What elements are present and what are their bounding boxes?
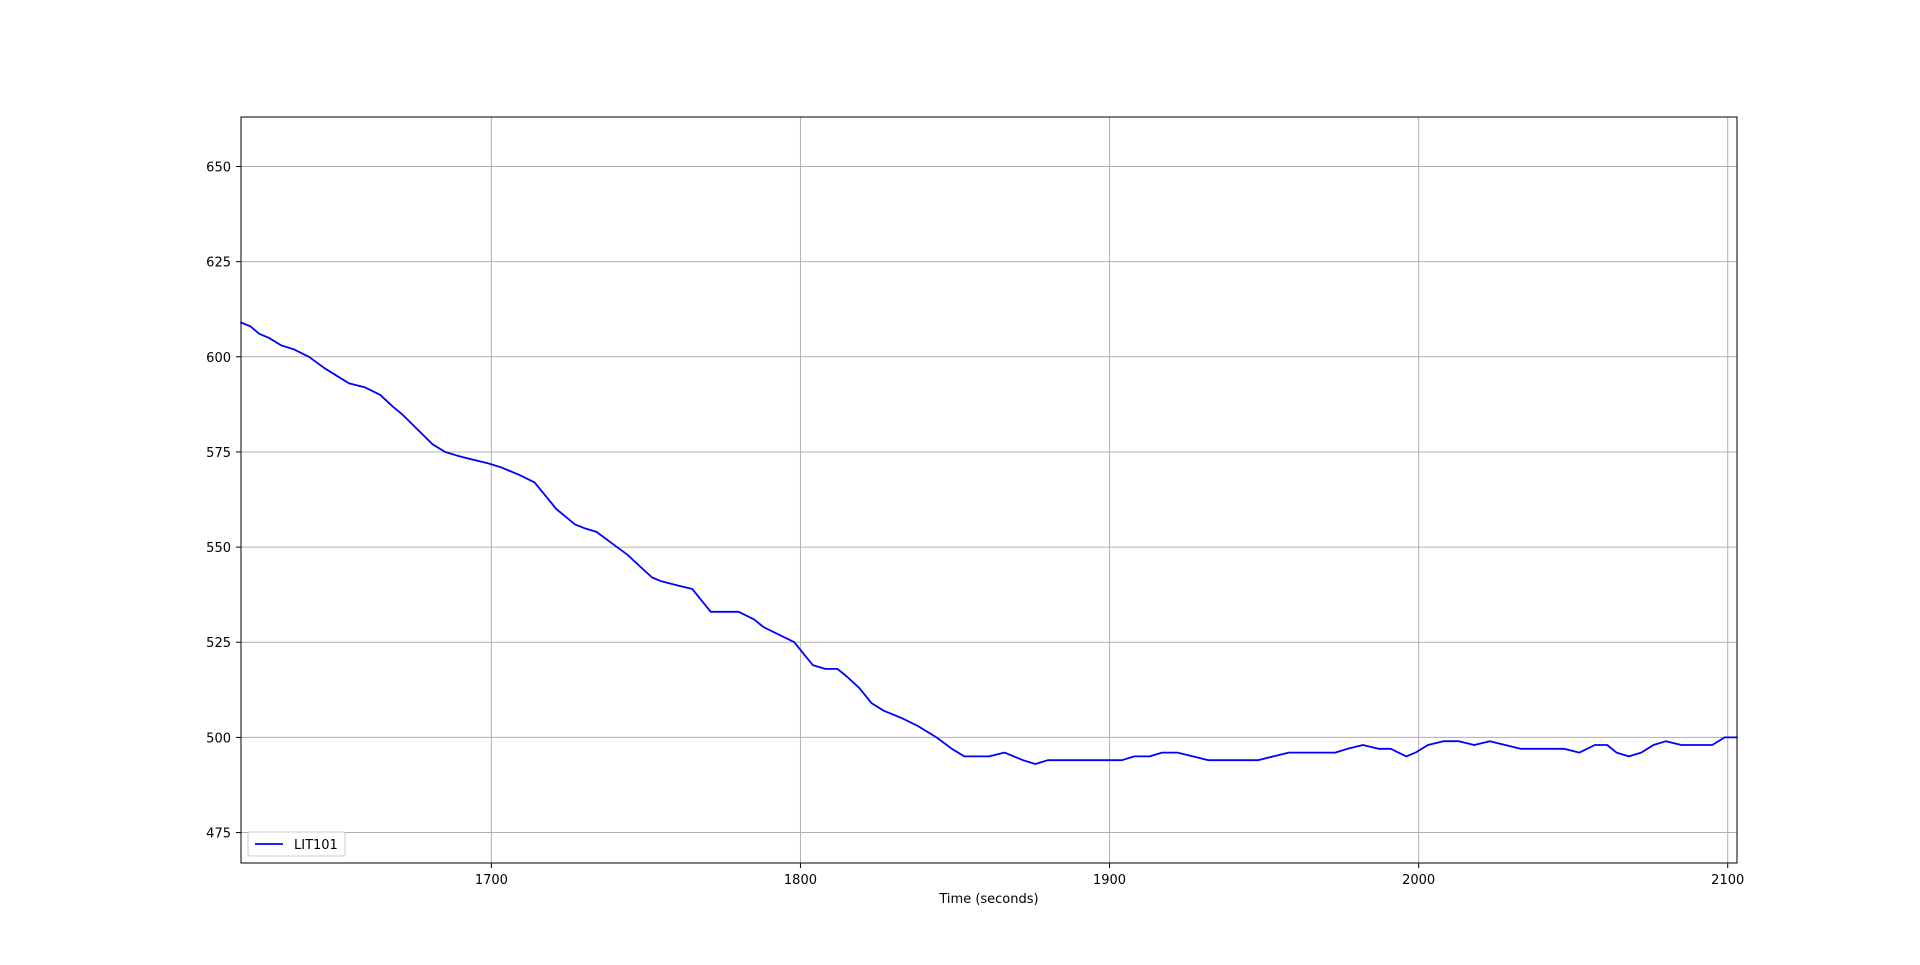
y-tick-label-600: 600 <box>206 351 231 366</box>
y-tick-label-500: 500 <box>206 731 231 746</box>
y-tick-label-575: 575 <box>206 446 231 461</box>
legend: LIT101 <box>247 831 346 857</box>
x-tick-label-2100: 2100 <box>1711 873 1744 888</box>
y-tick-label-550: 550 <box>206 541 231 556</box>
x-tick-label-1800: 1800 <box>784 873 817 888</box>
x-tick-label-1700: 1700 <box>475 873 508 888</box>
y-tick-label-650: 650 <box>206 160 231 175</box>
legend-label-lit101: LIT101 <box>294 838 338 853</box>
plot-frame <box>240 116 1738 864</box>
y-tick-label-525: 525 <box>206 636 231 651</box>
legend-box <box>247 831 346 857</box>
y-tick-label-625: 625 <box>206 256 231 271</box>
series-layer <box>240 321 1738 765</box>
y-tick-label-475: 475 <box>206 827 231 842</box>
grid-layer <box>241 117 1737 863</box>
series-line-lit101 <box>240 321 1738 765</box>
tick-layer: 1700 1800 1900 2000 2100 475 500 525 550 575 600 62… <box>206 160 1744 888</box>
x-axis-label: Time (seconds) <box>938 892 1038 907</box>
x-tick-label-2000: 2000 <box>1402 873 1435 888</box>
x-tick-label-1900: 1900 <box>1093 873 1126 888</box>
